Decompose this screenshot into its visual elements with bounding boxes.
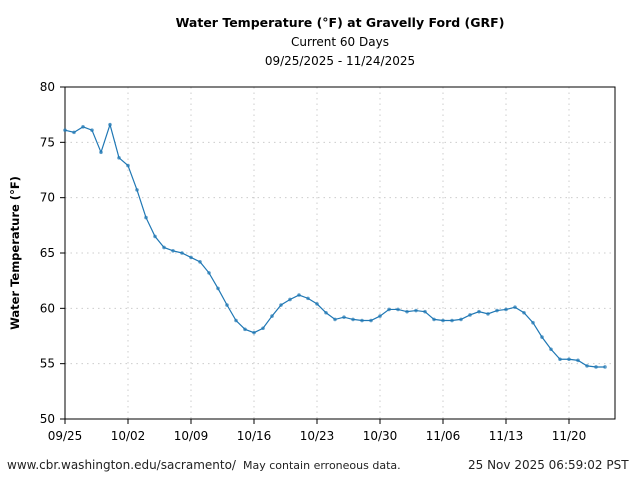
data-point <box>180 251 184 255</box>
data-point <box>243 327 247 332</box>
data-point <box>351 317 355 322</box>
data-point <box>225 303 229 307</box>
data-point <box>207 271 211 275</box>
data-point <box>333 317 337 322</box>
data-point <box>315 302 319 306</box>
data-point <box>99 150 103 155</box>
y-axis-label: Water Temperature (°F) <box>8 176 22 330</box>
data-point <box>369 318 373 323</box>
data-point <box>531 320 535 325</box>
x-tick-label: 10/09 <box>174 429 209 443</box>
data-point <box>450 318 454 323</box>
data-point <box>513 305 517 310</box>
chart-date-range: 09/25/2025 - 11/24/2025 <box>264 54 416 68</box>
data-point <box>270 314 274 318</box>
data-point <box>261 326 265 331</box>
y-tick-label: 70 <box>40 191 55 205</box>
data-point <box>432 317 436 322</box>
data-point <box>117 156 121 160</box>
x-tick-label: 11/06 <box>426 429 461 443</box>
data-point <box>144 215 148 220</box>
y-tick-label: 55 <box>40 357 55 371</box>
data-point <box>387 307 391 312</box>
data-point <box>279 303 283 307</box>
data-point <box>396 307 400 312</box>
data-point <box>135 188 139 192</box>
data-point <box>324 310 328 315</box>
data-point <box>162 245 166 250</box>
data-point <box>297 293 301 297</box>
x-tick-label: 11/13 <box>489 429 524 443</box>
data-point <box>504 307 508 312</box>
data-point <box>414 308 418 313</box>
data-point <box>558 357 562 362</box>
data-point <box>477 309 481 314</box>
data-point <box>108 122 112 127</box>
data-point <box>126 163 130 168</box>
data-point <box>585 364 589 368</box>
footer-timestamp: 25 Nov 2025 06:59:02 PST <box>468 458 629 472</box>
data-point <box>486 312 490 316</box>
y-tick-label: 50 <box>40 412 55 426</box>
footer-disclaimer: May contain erroneous data. <box>243 459 401 472</box>
data-point <box>423 309 427 314</box>
chart-subtitle: Current 60 Days <box>291 35 389 49</box>
data-point <box>306 296 310 301</box>
x-tick-label: 10/30 <box>363 429 398 443</box>
data-point <box>405 309 409 314</box>
x-tick-label: 09/25 <box>48 429 83 443</box>
y-tick-label: 65 <box>40 246 55 260</box>
data-point <box>549 347 553 352</box>
data-point <box>576 358 580 363</box>
plot-frame <box>64 86 616 420</box>
y-tick-label: 80 <box>40 80 55 94</box>
data-point <box>567 357 571 362</box>
data-point <box>171 248 175 253</box>
data-point <box>540 335 544 339</box>
y-tick-label: 60 <box>40 301 55 315</box>
data-point <box>189 255 193 260</box>
data-point <box>495 308 499 313</box>
data-point <box>594 365 598 369</box>
data-point <box>72 130 76 135</box>
data-point <box>603 365 607 369</box>
y-tick-label: 75 <box>40 135 55 149</box>
x-tick-label: 10/16 <box>237 429 272 443</box>
data-point <box>234 318 238 323</box>
data-point <box>378 314 382 318</box>
data-point <box>63 128 67 132</box>
data-point <box>360 318 364 323</box>
data-point <box>198 260 202 264</box>
data-point <box>153 234 157 239</box>
data-point <box>81 125 85 129</box>
data-point <box>342 315 346 319</box>
data-point <box>459 317 463 322</box>
chart-title: Water Temperature (°F) at Gravelly Ford … <box>175 15 505 30</box>
data-point <box>216 286 220 291</box>
data-point <box>468 313 472 317</box>
data-point <box>441 318 445 323</box>
data-point <box>288 297 292 302</box>
data-point <box>522 310 526 315</box>
series-line <box>64 122 605 368</box>
x-tick-label: 10/02 <box>111 429 146 443</box>
x-tick-label: 10/23 <box>300 429 335 443</box>
data-point <box>252 330 256 335</box>
data-point <box>90 128 94 132</box>
footer-url-link[interactable]: www.cbr.washington.edu/sacramento/ <box>7 458 236 472</box>
x-tick-label: 11/20 <box>552 429 587 443</box>
